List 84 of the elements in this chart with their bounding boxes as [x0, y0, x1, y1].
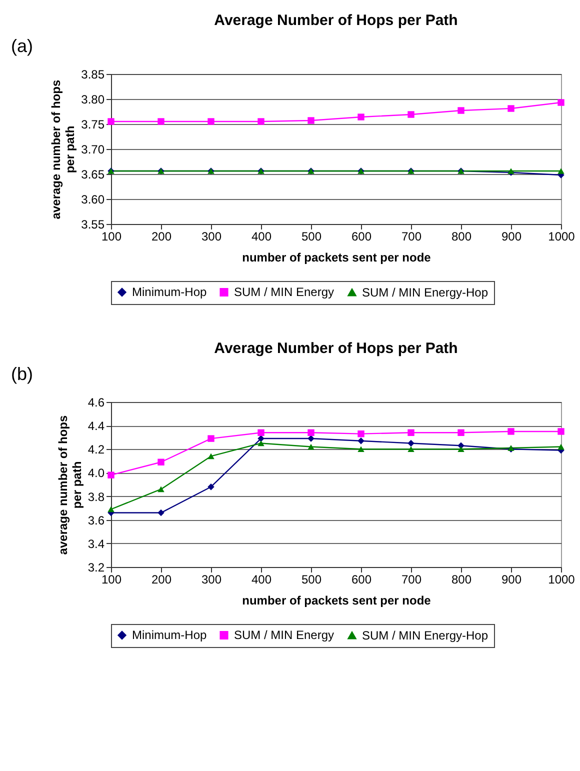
x-tick-label: 800: [451, 230, 472, 244]
point: [208, 453, 214, 460]
point: [408, 111, 414, 118]
x-tick-label: 400: [251, 230, 272, 244]
x-tick-label: 800: [451, 572, 472, 586]
x-tick-label: 900: [501, 230, 522, 244]
point: [458, 107, 464, 114]
point: [108, 118, 114, 125]
point: [358, 114, 364, 120]
point: [358, 446, 364, 452]
point: [158, 486, 164, 492]
point: [408, 429, 414, 436]
y-tick-label: 3.70: [81, 142, 105, 156]
x-tick-label: 200: [151, 230, 172, 244]
y-axis-title: average number of hops per path: [56, 414, 84, 555]
legend-label: SUM / MIN Energy: [234, 285, 334, 300]
x-tick-label: 100: [101, 230, 122, 244]
x-tick-label: 1000: [548, 572, 576, 586]
y-tick-label: 3.60: [81, 192, 105, 206]
legend-label: SUM / MIN Energy-Hop: [362, 628, 488, 642]
y-tick-label: 4.2: [88, 442, 105, 457]
point: [308, 435, 314, 442]
chart-title: Average Number of Hops per Path: [214, 12, 458, 29]
y-tick-label: 4.4: [88, 419, 105, 434]
y-axis-title: average number of hops per path: [49, 79, 78, 220]
point: [408, 440, 414, 447]
point: [558, 168, 564, 174]
point: [358, 438, 364, 444]
point: [258, 118, 264, 125]
point: [208, 118, 214, 125]
x-tick-label: 300: [201, 572, 222, 586]
x-tick-label: 700: [401, 572, 422, 586]
y-tick-label: 3.80: [81, 92, 105, 106]
legend-label: Minimum-Hop: [132, 285, 208, 300]
point: [408, 446, 414, 452]
x-axis-title: number of packets sent per node: [242, 250, 432, 264]
x-tick-label: 900: [501, 572, 522, 586]
point: [158, 118, 164, 125]
x-tick-label: 300: [201, 230, 222, 244]
point: [558, 428, 564, 435]
point: [258, 440, 264, 446]
x-tick-label: 200: [151, 572, 172, 586]
point: [508, 105, 514, 112]
point: [558, 99, 564, 106]
y-tick-label: 3.8: [88, 490, 105, 504]
point: [308, 429, 314, 436]
y-tick-label: 3.2: [88, 560, 105, 574]
point: [108, 472, 114, 478]
text: (b): [11, 364, 33, 384]
x-tick-label: 500: [301, 230, 322, 244]
point: [258, 429, 264, 436]
point: [158, 458, 164, 466]
y-tick-label: 3.4: [88, 536, 105, 551]
point: [208, 484, 214, 490]
point: [158, 509, 164, 516]
legend-label: Minimum-Hop: [132, 628, 208, 642]
y-tick-label: 3.55: [81, 218, 105, 232]
point: [458, 446, 464, 452]
y-tick-label: 3.85: [81, 68, 105, 82]
legend-label: SUM / MIN Energy-Hop: [362, 285, 488, 300]
text: (a): [11, 36, 33, 56]
point: [108, 506, 114, 512]
x-tick-label: 600: [351, 230, 372, 244]
chart-title: Average Number of Hops per Path: [214, 340, 458, 357]
legend-label: SUM / MIN Energy: [234, 628, 334, 642]
x-tick-label: 600: [351, 572, 372, 586]
point: [208, 435, 214, 442]
y-tick-label: 3.75: [81, 118, 105, 132]
point: [358, 430, 364, 438]
x-tick-label: 700: [401, 230, 422, 244]
x-tick-label: 400: [251, 572, 272, 586]
x-tick-label: 100: [101, 572, 122, 586]
x-tick-label: 500: [301, 572, 322, 586]
x-axis-title: number of packets sent per node: [242, 594, 432, 608]
point: [458, 429, 464, 436]
point: [308, 444, 314, 450]
y-tick-label: 4.0: [88, 466, 105, 480]
x-tick-label: 1000: [548, 230, 576, 244]
y-tick-label: 3.6: [88, 513, 105, 528]
y-tick-label: 3.65: [81, 168, 105, 182]
y-tick-label: 4.6: [88, 396, 105, 410]
point: [308, 117, 314, 124]
point: [558, 444, 564, 450]
point: [508, 428, 514, 435]
